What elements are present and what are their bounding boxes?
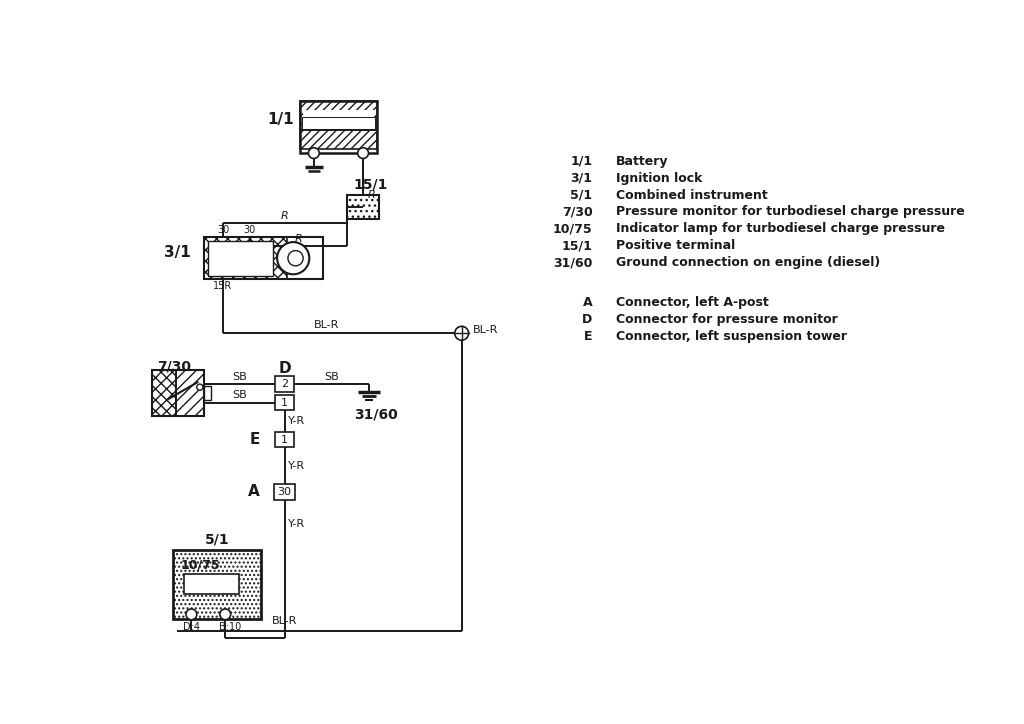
Text: Ignition lock: Ignition lock: [615, 172, 702, 185]
Text: Indicator lamp for turbodiesel charge pressure: Indicator lamp for turbodiesel charge pr…: [615, 222, 945, 235]
Bar: [153, 370, 205, 416]
Text: TURBO: TURBO: [193, 579, 230, 589]
Text: D: D: [583, 313, 593, 327]
Text: 15/1: 15/1: [562, 240, 593, 253]
Text: SB: SB: [232, 372, 247, 382]
Text: 1/1: 1/1: [570, 155, 593, 168]
Text: 7/30: 7/30: [157, 359, 190, 374]
Text: 31/60: 31/60: [354, 407, 397, 421]
Circle shape: [220, 609, 230, 620]
Circle shape: [357, 148, 369, 159]
Text: SB: SB: [232, 390, 247, 400]
Bar: [300, 130, 377, 149]
Bar: [275, 395, 294, 411]
Circle shape: [186, 609, 197, 620]
Bar: [204, 237, 288, 279]
Bar: [347, 195, 379, 219]
Text: 1: 1: [281, 397, 288, 408]
Bar: [176, 370, 205, 416]
Circle shape: [308, 148, 319, 159]
Bar: [205, 387, 211, 400]
Circle shape: [197, 384, 203, 390]
Bar: [183, 574, 240, 594]
Bar: [300, 101, 377, 130]
Text: 3/1: 3/1: [570, 172, 593, 185]
Bar: [302, 117, 375, 129]
Text: Y-R: Y-R: [289, 460, 305, 471]
Text: 5/1: 5/1: [205, 533, 229, 547]
Text: R: R: [295, 234, 302, 244]
Bar: [347, 195, 379, 219]
Text: Battery: Battery: [615, 155, 669, 168]
Text: 30: 30: [244, 224, 256, 235]
Text: 10/75: 10/75: [553, 222, 593, 235]
Text: 30: 30: [278, 487, 292, 497]
Bar: [273, 484, 295, 500]
Text: A: A: [583, 296, 593, 309]
Text: 15/1: 15/1: [354, 177, 388, 192]
Text: B:10: B:10: [219, 622, 241, 632]
Bar: [173, 550, 261, 619]
Text: R: R: [368, 190, 376, 200]
Text: 31/60: 31/60: [553, 256, 593, 269]
Text: BL-R: BL-R: [472, 325, 498, 335]
Text: BL-R: BL-R: [314, 320, 340, 330]
Bar: [208, 241, 273, 276]
Bar: [275, 432, 294, 447]
Text: Y-R: Y-R: [289, 519, 305, 529]
Text: Connector, left A-post: Connector, left A-post: [615, 296, 768, 309]
Circle shape: [288, 251, 303, 266]
Text: BL-R: BL-R: [272, 616, 297, 626]
Bar: [153, 370, 176, 416]
Text: 15R: 15R: [213, 281, 232, 291]
Text: 10/75: 10/75: [180, 559, 220, 572]
Text: D: D: [279, 361, 291, 376]
Text: 2: 2: [281, 379, 288, 389]
Text: Ground connection on engine (diesel): Ground connection on engine (diesel): [615, 256, 880, 269]
Bar: [275, 376, 294, 392]
Text: Connector, left suspension tower: Connector, left suspension tower: [615, 330, 847, 343]
Text: A: A: [248, 484, 260, 500]
Bar: [204, 237, 323, 279]
Circle shape: [278, 242, 309, 274]
Text: Connector for pressure monitor: Connector for pressure monitor: [615, 313, 838, 327]
Text: 1: 1: [281, 434, 288, 445]
Text: 3/1: 3/1: [164, 245, 190, 260]
Bar: [303, 110, 374, 121]
Text: Pressure monitor for turbodiesel charge pressure: Pressure monitor for turbodiesel charge …: [615, 206, 965, 219]
Text: 7/30: 7/30: [562, 206, 593, 219]
Text: E: E: [584, 330, 593, 343]
Text: SB: SB: [325, 372, 339, 382]
Text: Positive terminal: Positive terminal: [615, 240, 735, 253]
Text: Combined instrument: Combined instrument: [615, 188, 767, 201]
Text: 5/1: 5/1: [570, 188, 593, 201]
Text: 30: 30: [217, 224, 229, 235]
Text: 1/1: 1/1: [267, 111, 294, 127]
Text: R: R: [281, 211, 289, 221]
Text: E: E: [250, 432, 260, 447]
Text: D:4: D:4: [183, 622, 200, 632]
Bar: [302, 117, 375, 129]
Bar: [173, 550, 261, 619]
Bar: [300, 101, 377, 153]
Text: Y-R: Y-R: [289, 416, 305, 426]
